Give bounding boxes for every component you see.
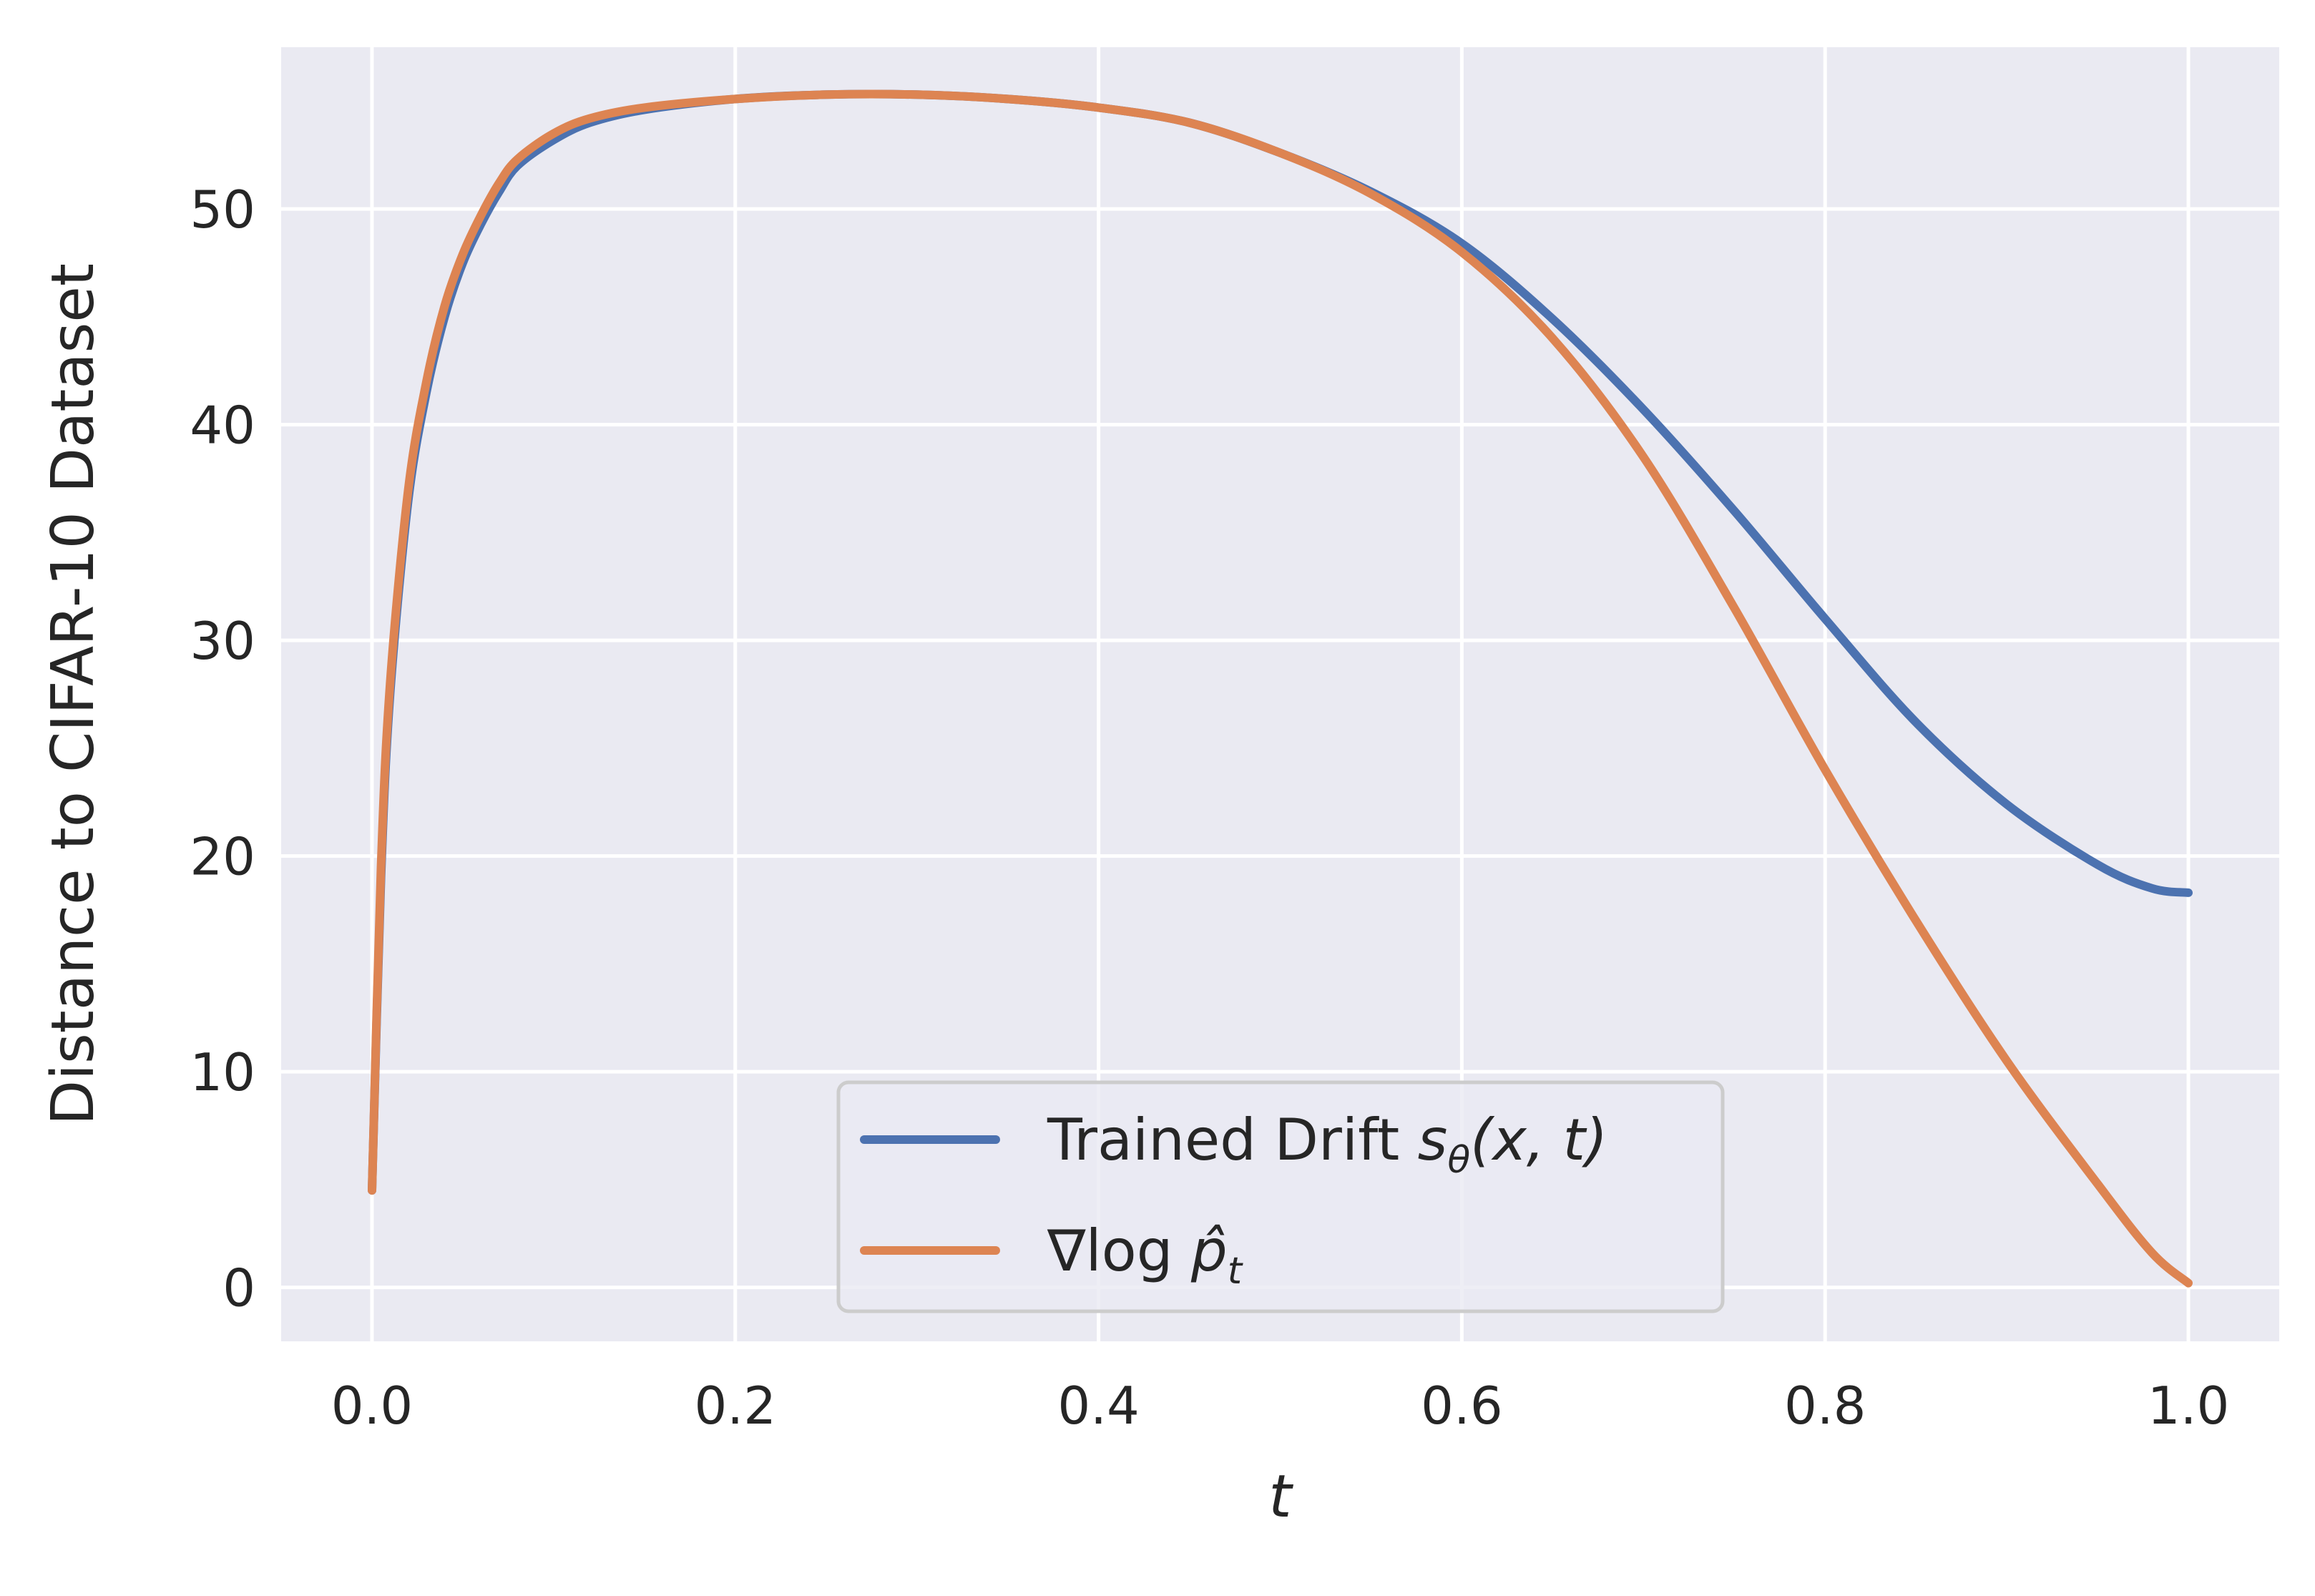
y-axis-label: Distance to CIFAR-10 Dataset: [39, 263, 107, 1125]
legend-base: s: [1418, 1107, 1448, 1173]
legend-sub: θ: [1447, 1139, 1470, 1182]
legend-sub: t: [1228, 1250, 1243, 1293]
y-tick-label: 50: [190, 180, 255, 240]
legend-prefix: Trained Drift: [1047, 1107, 1418, 1173]
y-tick-label: 0: [222, 1258, 255, 1318]
y-tick-label: 40: [190, 396, 255, 456]
y-tick-labels: 0 10 20 30 40 50: [190, 180, 255, 1318]
legend-base: p̂: [1190, 1218, 1228, 1284]
x-tick-label: 0.0: [331, 1376, 413, 1436]
y-tick-label: 30: [190, 611, 255, 671]
series-line-2: [368, 89, 2193, 1288]
x-tick-label: 1.0: [2148, 1376, 2230, 1436]
x-axis-label: t: [1268, 1463, 1293, 1531]
grid-lines: [281, 47, 2279, 1341]
legend-prefix: ∇log: [1047, 1218, 1191, 1284]
x-tick-label: 0.8: [1784, 1376, 1866, 1436]
legend-label-2: ∇log p̂t: [1047, 1218, 1243, 1293]
legend: Trained Drift sθ(x, t) ∇log p̂t: [836, 1080, 1725, 1313]
legend-box: [836, 1080, 1725, 1313]
series-layer: [368, 89, 2193, 1288]
x-tick-labels: 0.0 0.2 0.4 0.6 0.8 1.0: [331, 1376, 2230, 1436]
x-tick-label: 0.6: [1421, 1376, 1503, 1436]
x-tick-label: 0.2: [695, 1376, 777, 1436]
y-tick-label: 20: [190, 827, 255, 887]
legend-label-1: Trained Drift sθ(x, t): [1047, 1107, 1607, 1182]
y-tick-label: 10: [190, 1042, 255, 1102]
x-tick-label: 0.4: [1057, 1376, 1140, 1436]
legend-args: (x, t): [1470, 1107, 1607, 1173]
